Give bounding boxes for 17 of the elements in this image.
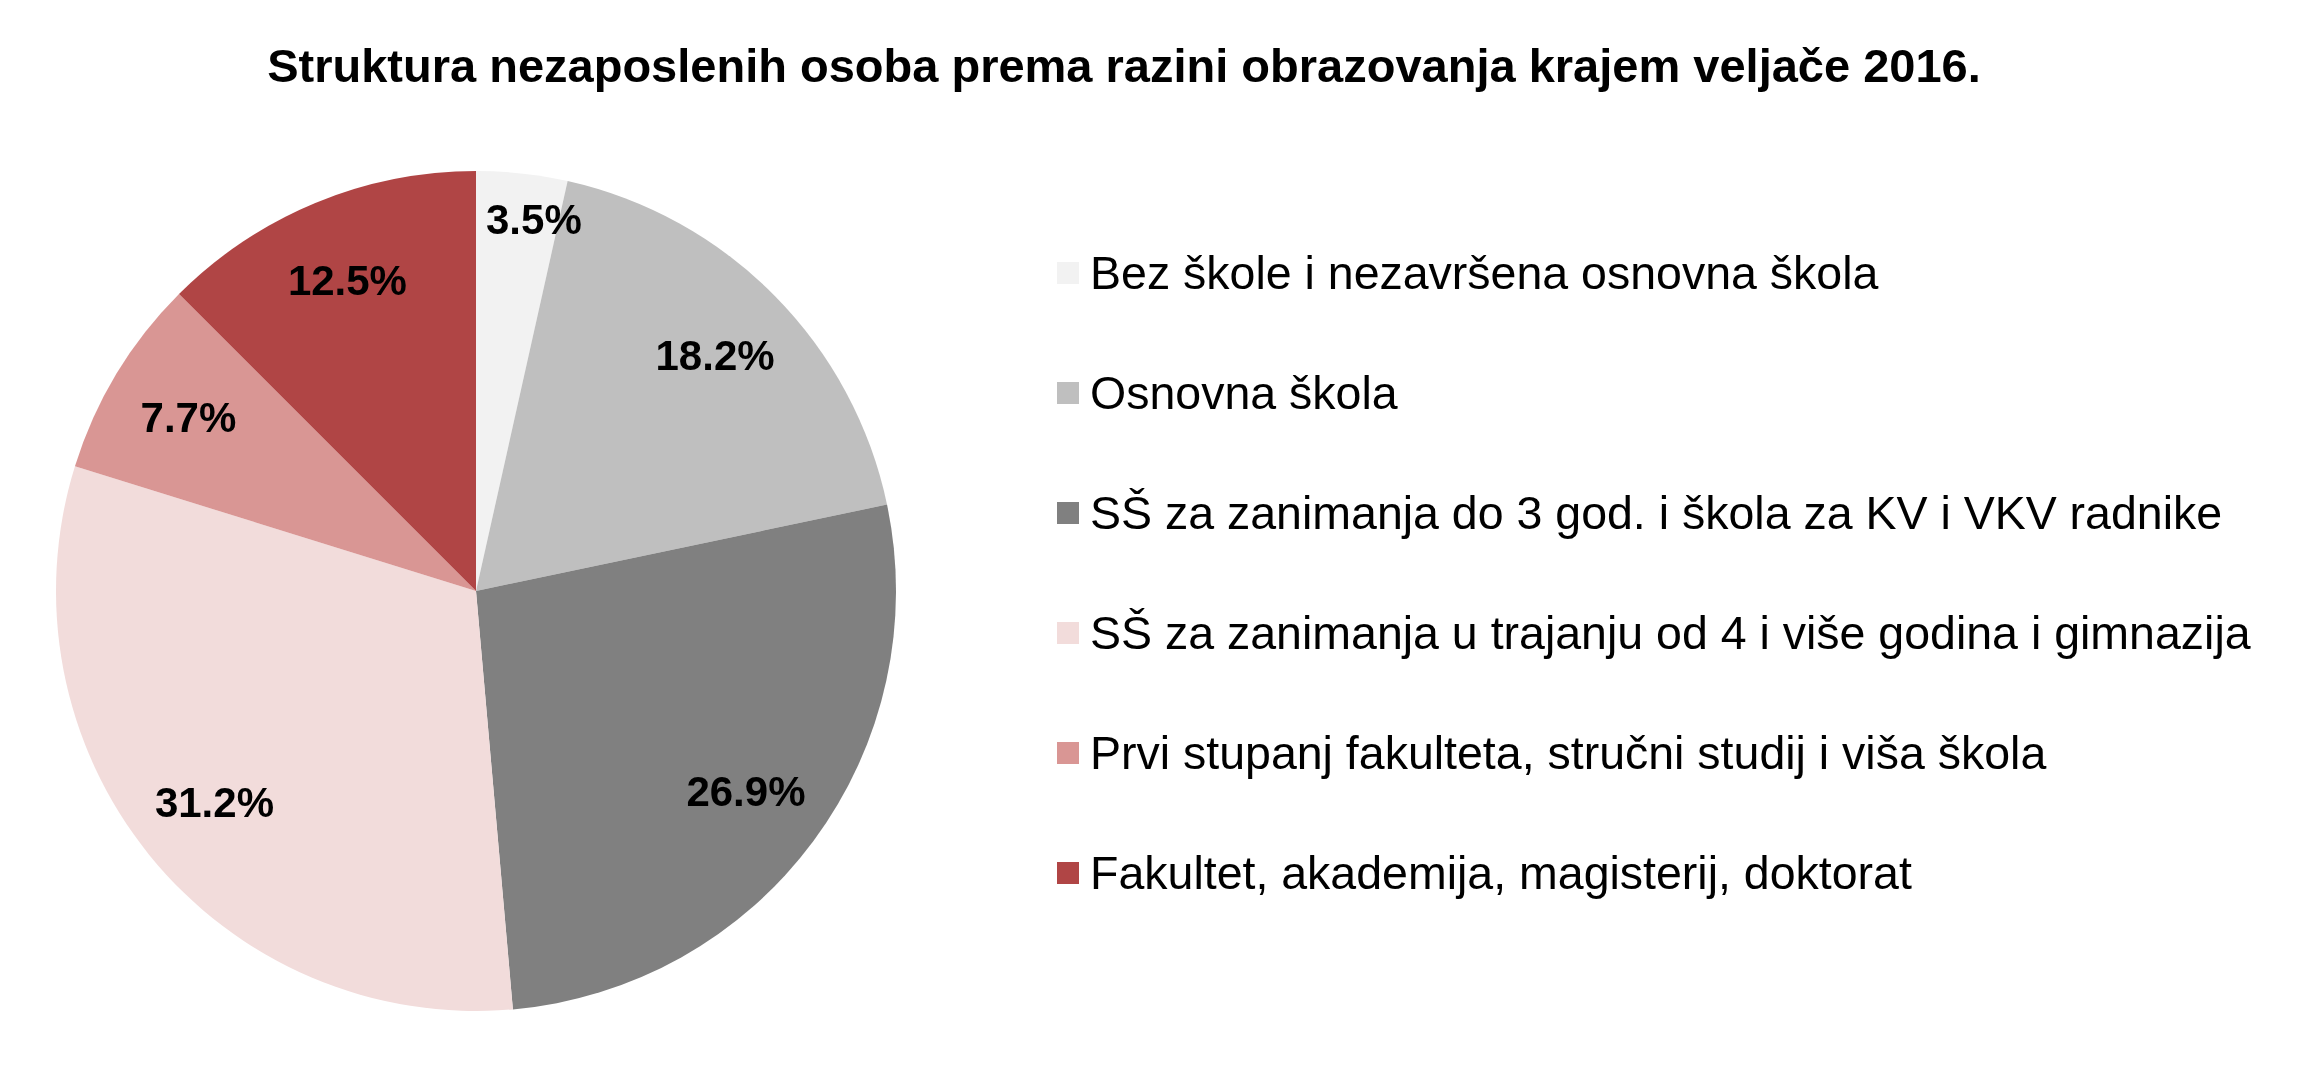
legend-label: Bez škole i nezavršena osnovna škola	[1090, 247, 1879, 300]
chart-title: Struktura nezaposlenih osoba prema razini obrazovanja krajem veljače 2016.	[267, 39, 1981, 92]
pie-slice	[476, 504, 896, 1010]
legend-label: SŠ za zanimanja do 3 god. i škola za KV i VKV radnike	[1090, 487, 2223, 540]
pie-slice	[476, 181, 887, 591]
legend-label: Osnovna škola	[1090, 367, 1398, 420]
data-label: 12.5%	[287, 257, 407, 305]
pie-slice	[74, 294, 476, 591]
data-label: 7.7%	[140, 393, 237, 441]
data-label: 3.5%	[486, 196, 582, 244]
pie-slice	[56, 466, 513, 1011]
data-label: 26.9%	[686, 767, 806, 815]
legend-label: SŠ za zanimanja u trajanju od 4 i više godina i gimnazija	[1090, 607, 2251, 660]
legend-label: Fakultet, akademija, magisterij, doktorat	[1090, 847, 1912, 900]
data-label: 18.2%	[655, 331, 775, 379]
data-label: 31.2%	[154, 778, 274, 826]
legend-label: Prvi stupanj fakulteta, stručni studij i viša škola	[1090, 727, 2047, 780]
